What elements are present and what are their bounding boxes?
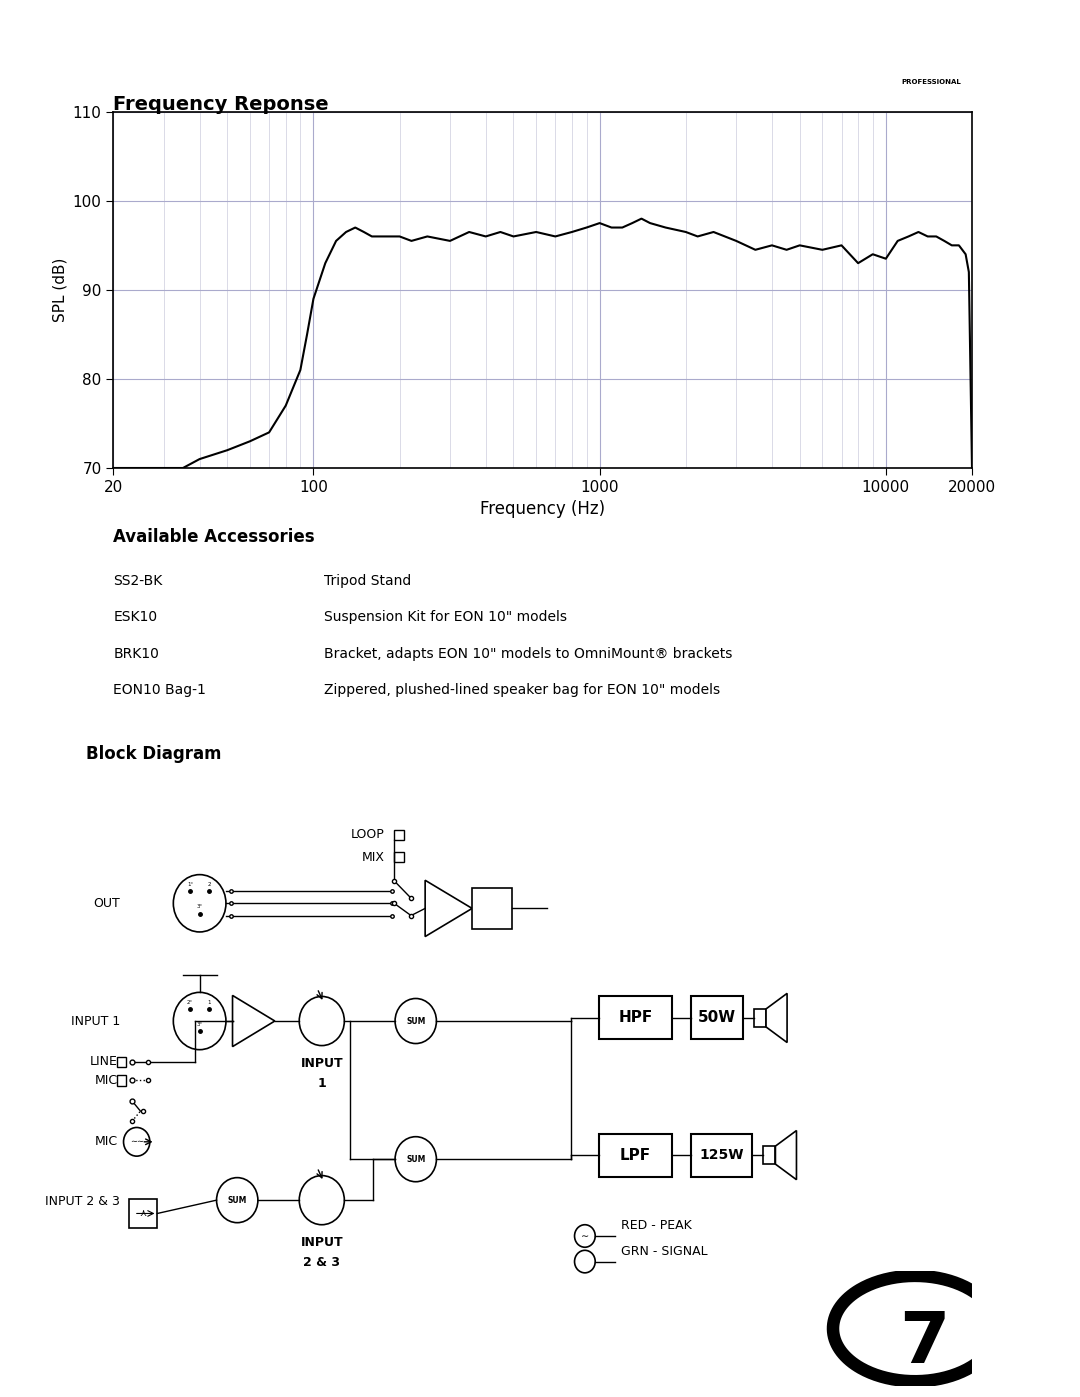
- Circle shape: [123, 1127, 150, 1157]
- Circle shape: [299, 1176, 345, 1225]
- X-axis label: Frequency (Hz): Frequency (Hz): [481, 500, 605, 518]
- Text: 3°: 3°: [197, 1023, 203, 1027]
- Text: 2 & 3: 2 & 3: [303, 1256, 340, 1270]
- Bar: [691, 1133, 752, 1176]
- Text: BRK10: BRK10: [113, 647, 159, 661]
- Text: GRN - SIGNAL: GRN - SIGNAL: [621, 1245, 707, 1257]
- Text: ∼∼: ∼∼: [130, 1137, 144, 1147]
- Text: LOOP: LOOP: [351, 828, 384, 841]
- Text: INPUT: INPUT: [300, 1236, 343, 1249]
- Text: 2°: 2°: [187, 1000, 193, 1004]
- Text: Zippered, plushed-lined speaker bag for EON 10" models: Zippered, plushed-lined speaker bag for …: [324, 683, 720, 697]
- Text: OUT: OUT: [93, 897, 120, 909]
- Text: 2: 2: [207, 882, 211, 887]
- Bar: [130, 1199, 158, 1228]
- Text: INPUT 1: INPUT 1: [70, 1014, 120, 1028]
- Polygon shape: [426, 880, 472, 936]
- Polygon shape: [775, 1130, 796, 1179]
- Bar: [117, 1076, 126, 1085]
- Text: ∼: ∼: [581, 1231, 589, 1241]
- Bar: [394, 830, 404, 840]
- Circle shape: [575, 1250, 595, 1273]
- Circle shape: [173, 992, 226, 1049]
- Bar: [764, 1146, 775, 1164]
- Circle shape: [395, 999, 436, 1044]
- Text: SUM: SUM: [228, 1196, 247, 1204]
- Circle shape: [173, 875, 226, 932]
- Text: Bracket, adapts EON 10" models to OmniMount® brackets: Bracket, adapts EON 10" models to OmniMo…: [324, 647, 732, 661]
- Text: SUM: SUM: [406, 1155, 426, 1164]
- Bar: [472, 888, 512, 929]
- Text: Block Diagram: Block Diagram: [86, 745, 221, 763]
- Text: SS2-BK: SS2-BK: [113, 574, 163, 588]
- Polygon shape: [766, 993, 787, 1042]
- Bar: [117, 1058, 126, 1067]
- Text: 7: 7: [900, 1309, 949, 1379]
- Text: Tripod Stand: Tripod Stand: [324, 574, 411, 588]
- Text: 1: 1: [207, 1000, 211, 1004]
- Text: 3°: 3°: [197, 904, 203, 909]
- Text: 1°: 1°: [187, 882, 193, 887]
- Text: PROFESSIONAL: PROFESSIONAL: [902, 78, 961, 85]
- Text: LINE: LINE: [90, 1056, 118, 1069]
- Text: RED - PEAK: RED - PEAK: [621, 1220, 691, 1232]
- Bar: [754, 1009, 766, 1027]
- Y-axis label: SPL (dB): SPL (dB): [52, 257, 67, 323]
- Text: Frequency Reponse: Frequency Reponse: [113, 95, 329, 115]
- Text: JBL: JBL: [907, 25, 956, 53]
- Circle shape: [299, 996, 345, 1045]
- Text: LPF: LPF: [620, 1147, 651, 1162]
- Bar: [599, 1133, 672, 1176]
- Polygon shape: [232, 996, 274, 1046]
- Text: 125W: 125W: [700, 1148, 744, 1162]
- Circle shape: [217, 1178, 258, 1222]
- Text: HPF: HPF: [619, 1010, 652, 1025]
- Text: EON10 Bag-1: EON10 Bag-1: [113, 683, 206, 697]
- Text: MIX: MIX: [362, 851, 384, 863]
- Bar: [394, 852, 404, 862]
- Text: Suspension Kit for EON 10" models: Suspension Kit for EON 10" models: [324, 610, 567, 624]
- Text: Available Accessories: Available Accessories: [113, 528, 315, 546]
- Bar: [691, 996, 743, 1039]
- Circle shape: [575, 1225, 595, 1248]
- Text: SUM: SUM: [406, 1017, 426, 1025]
- Text: ⋏: ⋏: [139, 1208, 147, 1218]
- Circle shape: [395, 1137, 436, 1182]
- Text: INPUT 2 & 3: INPUT 2 & 3: [45, 1194, 120, 1207]
- Text: MIC: MIC: [95, 1136, 118, 1148]
- Text: MIC: MIC: [95, 1074, 118, 1087]
- Text: 50W: 50W: [698, 1010, 735, 1025]
- Text: INPUT: INPUT: [300, 1058, 343, 1070]
- Text: ESK10: ESK10: [113, 610, 158, 624]
- Text: 1: 1: [318, 1077, 326, 1090]
- Bar: [599, 996, 672, 1039]
